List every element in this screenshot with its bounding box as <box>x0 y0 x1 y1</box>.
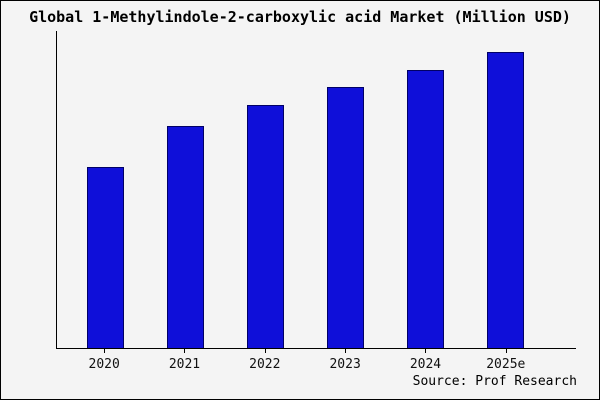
bar-2020 <box>86 167 124 348</box>
x-tick-2021: 2021 <box>144 349 224 372</box>
x-tick-label: 2023 <box>329 357 361 372</box>
bar-2022 <box>246 105 284 348</box>
bar-cells <box>57 31 576 348</box>
bar-cell <box>306 31 386 348</box>
bar-2023 <box>327 87 365 348</box>
bar-2024 <box>407 69 445 348</box>
bar-cell <box>65 31 145 348</box>
x-tick-2020: 2020 <box>64 349 144 372</box>
x-tick-label: 2020 <box>88 357 120 372</box>
x-tick-label: 2021 <box>168 357 201 372</box>
bar-cell <box>466 31 546 348</box>
bar-2025e <box>487 51 525 348</box>
x-tick-2025e: 2025e <box>466 349 546 372</box>
tick-mark <box>345 349 347 353</box>
bar-2021 <box>166 125 204 348</box>
tick-mark <box>264 349 266 353</box>
tick-mark <box>425 349 427 353</box>
x-tick-label: 2024 <box>409 357 442 372</box>
x-tick-label: 2022 <box>249 357 281 372</box>
x-tick-2022: 2022 <box>225 349 305 372</box>
x-axis-labels: 2020 2021 2022 2023 2024 2025e <box>56 349 576 372</box>
bar-cell <box>225 31 305 348</box>
bar-cell <box>145 31 225 348</box>
x-tick-2023: 2023 <box>305 349 385 372</box>
x-tick-label: 2025e <box>486 357 526 372</box>
chart-title: Global 1-Methylindole-2-carboxylic acid … <box>29 8 571 26</box>
x-tick-2024: 2024 <box>385 349 465 372</box>
tick-mark <box>184 349 186 353</box>
tick-mark <box>104 349 106 353</box>
plot-area <box>56 31 576 349</box>
bar-cell <box>386 31 466 348</box>
source-credit: Source: Prof Research <box>412 374 577 389</box>
tick-mark <box>505 349 507 353</box>
